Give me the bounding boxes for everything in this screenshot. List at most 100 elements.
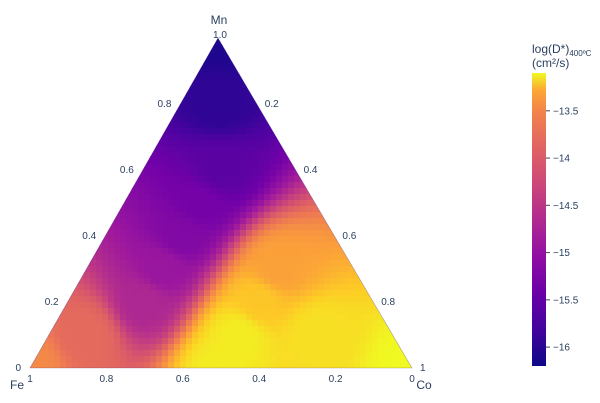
heatmap-cell	[264, 350, 271, 357]
heatmap-cell	[90, 80, 97, 87]
heatmap-cell	[126, 194, 133, 201]
heatmap-cell	[366, 338, 373, 345]
heatmap-cell	[300, 146, 307, 153]
heatmap-cell	[324, 206, 331, 213]
heatmap-cell	[240, 332, 247, 339]
heatmap-cell	[96, 38, 103, 45]
heatmap-cell	[30, 290, 37, 297]
heatmap-cell	[66, 212, 73, 219]
heatmap-cell	[126, 218, 133, 225]
heatmap-cell	[204, 242, 211, 249]
heatmap-cell	[318, 122, 325, 129]
heatmap-cell	[150, 110, 157, 117]
heatmap-cell	[78, 284, 85, 291]
heatmap-cell	[120, 86, 127, 93]
heatmap-cell	[150, 122, 157, 129]
heatmap-cell	[138, 362, 145, 368]
heatmap-cell	[138, 296, 145, 303]
heatmap-cell	[156, 176, 163, 183]
heatmap-cell	[342, 50, 349, 57]
heatmap-cell	[228, 68, 235, 75]
heatmap-cell	[276, 224, 283, 231]
heatmap-cell	[402, 314, 409, 321]
heatmap-cell	[390, 116, 397, 123]
heatmap-cell	[330, 194, 337, 201]
heatmap-cell	[42, 80, 49, 87]
heatmap-cell	[102, 254, 109, 261]
heatmap-cell	[102, 158, 109, 165]
heatmap-cell	[210, 140, 217, 147]
heatmap-cell	[144, 116, 151, 123]
heatmap-cell	[348, 344, 355, 351]
heatmap-cell	[234, 314, 241, 321]
heatmap-cell	[396, 62, 403, 69]
heatmap-cell	[258, 152, 265, 159]
heatmap-cell	[168, 170, 175, 177]
heatmap-cell	[162, 296, 169, 303]
heatmap-cell	[234, 278, 241, 285]
heatmap-cell	[186, 164, 193, 171]
vertex-label-top: Mn	[211, 13, 228, 27]
heatmap-cell	[36, 338, 43, 345]
heatmap-cell	[120, 260, 127, 267]
heatmap-cell	[336, 44, 343, 51]
heatmap-cell	[264, 344, 271, 351]
heatmap-cell	[198, 344, 205, 351]
heatmap-cell	[396, 218, 403, 225]
heatmap-cell	[60, 314, 67, 321]
heatmap-cell	[300, 308, 307, 315]
heatmap-cell	[234, 104, 241, 111]
heatmap-cell	[216, 314, 223, 321]
heatmap-cell	[222, 326, 229, 333]
heatmap-cell	[258, 302, 265, 309]
heatmap-cell	[126, 116, 133, 123]
heatmap-cell	[132, 272, 139, 279]
heatmap-cell	[102, 248, 109, 255]
heatmap-cell	[288, 212, 295, 219]
heatmap-cell	[396, 230, 403, 237]
heatmap-cell	[306, 50, 313, 57]
heatmap-cell	[330, 242, 337, 249]
heatmap-cell	[216, 146, 223, 153]
heatmap-cell	[342, 122, 349, 129]
heatmap-cell	[66, 44, 73, 51]
heatmap-cell	[150, 326, 157, 333]
heatmap-cell	[42, 326, 49, 333]
heatmap-cell	[312, 140, 319, 147]
heatmap-cell	[294, 50, 301, 57]
heatmap-cell	[264, 128, 271, 135]
heatmap-cell	[180, 326, 187, 333]
heatmap-cell	[78, 362, 85, 368]
heatmap-cell	[300, 332, 307, 339]
heatmap-cell	[174, 350, 181, 357]
heatmap-cell	[360, 146, 367, 153]
heatmap-cell	[192, 188, 199, 195]
heatmap-cell	[252, 128, 259, 135]
heatmap-cell	[138, 200, 145, 207]
heatmap-cell	[102, 296, 109, 303]
heatmap-cell	[180, 74, 187, 81]
heatmap-cell	[366, 152, 373, 159]
heatmap-cell	[342, 218, 349, 225]
heatmap-cell	[150, 86, 157, 93]
heatmap-cell	[408, 302, 412, 309]
heatmap-cell	[180, 44, 187, 51]
heatmap-cell	[120, 248, 127, 255]
heatmap-cell	[186, 194, 193, 201]
heatmap-cell	[402, 92, 409, 99]
heatmap-cell	[60, 290, 67, 297]
heatmap-cell	[204, 230, 211, 237]
heatmap-cell	[306, 200, 313, 207]
heatmap-cell	[342, 272, 349, 279]
heatmap-cell	[270, 362, 277, 368]
heatmap-cell	[54, 242, 61, 249]
heatmap-cell	[384, 278, 391, 285]
heatmap-cell	[408, 92, 412, 99]
heatmap-cell	[192, 182, 199, 189]
heatmap-cell	[288, 86, 295, 93]
heatmap-cell	[210, 200, 217, 207]
heatmap-cell	[228, 254, 235, 261]
heatmap-cell	[264, 170, 271, 177]
heatmap-cell	[150, 74, 157, 81]
heatmap-cell	[390, 200, 397, 207]
